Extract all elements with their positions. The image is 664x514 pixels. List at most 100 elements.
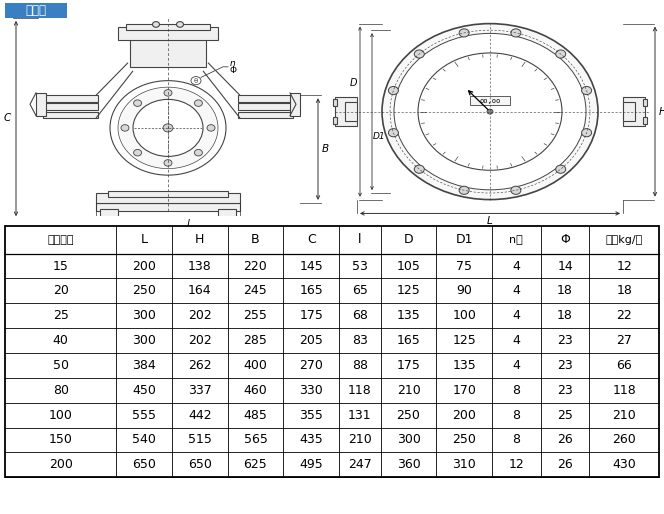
Text: 18: 18 bbox=[557, 284, 573, 298]
Text: 145: 145 bbox=[299, 260, 323, 272]
Text: 40: 40 bbox=[52, 334, 68, 347]
Text: 247: 247 bbox=[348, 458, 372, 471]
Text: 65: 65 bbox=[352, 284, 368, 298]
Bar bbox=[643, 117, 647, 124]
Text: 250: 250 bbox=[396, 409, 420, 421]
Text: 135: 135 bbox=[452, 359, 476, 372]
Text: 125: 125 bbox=[452, 334, 476, 347]
Text: 210: 210 bbox=[348, 433, 372, 447]
Text: 25: 25 bbox=[52, 309, 68, 322]
Text: 384: 384 bbox=[132, 359, 156, 372]
Circle shape bbox=[133, 150, 141, 156]
Text: 18: 18 bbox=[616, 284, 632, 298]
Circle shape bbox=[388, 128, 398, 137]
Text: 485: 485 bbox=[244, 409, 268, 421]
Text: 310: 310 bbox=[452, 458, 476, 471]
Text: 重量kg/台: 重量kg/台 bbox=[606, 235, 643, 245]
Text: 4: 4 bbox=[513, 309, 521, 322]
Text: 170: 170 bbox=[452, 384, 476, 397]
Text: 15: 15 bbox=[52, 260, 68, 272]
Text: 175: 175 bbox=[396, 359, 420, 372]
Bar bbox=[96, 193, 240, 203]
Text: 50: 50 bbox=[52, 359, 68, 372]
Text: 118: 118 bbox=[348, 384, 372, 397]
Text: 300: 300 bbox=[132, 309, 156, 322]
Text: 164: 164 bbox=[188, 284, 212, 298]
Text: 26: 26 bbox=[557, 433, 573, 447]
Text: 66: 66 bbox=[616, 359, 632, 372]
Text: Φ: Φ bbox=[560, 233, 570, 246]
Bar bbox=[623, 97, 645, 126]
Bar bbox=[5, 3, 67, 18]
Text: Φ: Φ bbox=[230, 66, 237, 75]
Text: 公称通径: 公称通径 bbox=[47, 235, 74, 245]
Bar bbox=[335, 97, 357, 126]
Text: 650: 650 bbox=[132, 458, 156, 471]
Bar bbox=[130, 36, 206, 67]
Circle shape bbox=[164, 89, 172, 96]
Text: 80: 80 bbox=[52, 384, 68, 397]
Text: C: C bbox=[4, 113, 11, 123]
Text: 460: 460 bbox=[244, 384, 268, 397]
Bar bbox=[43, 112, 98, 118]
Text: 23: 23 bbox=[557, 359, 573, 372]
Circle shape bbox=[459, 29, 469, 37]
Text: 12: 12 bbox=[509, 458, 525, 471]
Text: 165: 165 bbox=[299, 284, 323, 298]
Circle shape bbox=[121, 124, 129, 131]
Bar bbox=[126, 24, 210, 30]
Circle shape bbox=[207, 124, 215, 131]
Bar bbox=[218, 209, 236, 219]
Text: B: B bbox=[322, 144, 329, 154]
Circle shape bbox=[582, 128, 592, 137]
Text: 100: 100 bbox=[48, 409, 72, 421]
Text: l: l bbox=[358, 233, 362, 246]
Bar bbox=[108, 191, 228, 197]
Text: 200: 200 bbox=[452, 409, 476, 421]
Circle shape bbox=[191, 77, 201, 85]
Text: 210: 210 bbox=[396, 384, 420, 397]
Text: 205: 205 bbox=[299, 334, 323, 347]
Text: 202: 202 bbox=[188, 334, 212, 347]
Text: L: L bbox=[487, 216, 493, 226]
Text: 650: 650 bbox=[188, 458, 212, 471]
Text: l: l bbox=[187, 219, 189, 229]
Text: 565: 565 bbox=[244, 433, 268, 447]
Text: 8: 8 bbox=[513, 384, 521, 397]
Bar bbox=[238, 103, 293, 110]
Text: 90: 90 bbox=[456, 284, 472, 298]
Circle shape bbox=[153, 22, 159, 27]
Circle shape bbox=[511, 186, 521, 194]
Text: 515: 515 bbox=[188, 433, 212, 447]
Text: 360: 360 bbox=[396, 458, 420, 471]
Text: 14: 14 bbox=[557, 260, 573, 272]
Text: 625: 625 bbox=[244, 458, 268, 471]
Circle shape bbox=[459, 186, 469, 194]
Text: 330: 330 bbox=[299, 384, 323, 397]
Bar bbox=[43, 103, 98, 110]
Text: 131: 131 bbox=[348, 409, 372, 421]
Text: 4: 4 bbox=[513, 284, 521, 298]
Text: 300: 300 bbox=[396, 433, 420, 447]
Circle shape bbox=[511, 29, 521, 37]
Circle shape bbox=[195, 150, 203, 156]
Text: 255: 255 bbox=[244, 309, 268, 322]
Bar bbox=[5, 226, 659, 477]
Circle shape bbox=[582, 86, 592, 95]
Text: D1: D1 bbox=[373, 132, 386, 140]
Circle shape bbox=[164, 160, 172, 166]
Text: 100: 100 bbox=[452, 309, 476, 322]
Circle shape bbox=[414, 165, 424, 173]
Bar bbox=[470, 96, 510, 105]
Circle shape bbox=[388, 86, 398, 95]
Circle shape bbox=[382, 24, 598, 199]
Text: 250: 250 bbox=[132, 284, 156, 298]
Text: n: n bbox=[230, 59, 236, 68]
Text: 22: 22 bbox=[616, 309, 632, 322]
Circle shape bbox=[418, 53, 562, 170]
Text: D1: D1 bbox=[456, 233, 473, 246]
Text: D: D bbox=[349, 78, 357, 88]
Circle shape bbox=[133, 100, 141, 106]
Text: L: L bbox=[141, 233, 147, 246]
Text: 68: 68 bbox=[352, 309, 368, 322]
